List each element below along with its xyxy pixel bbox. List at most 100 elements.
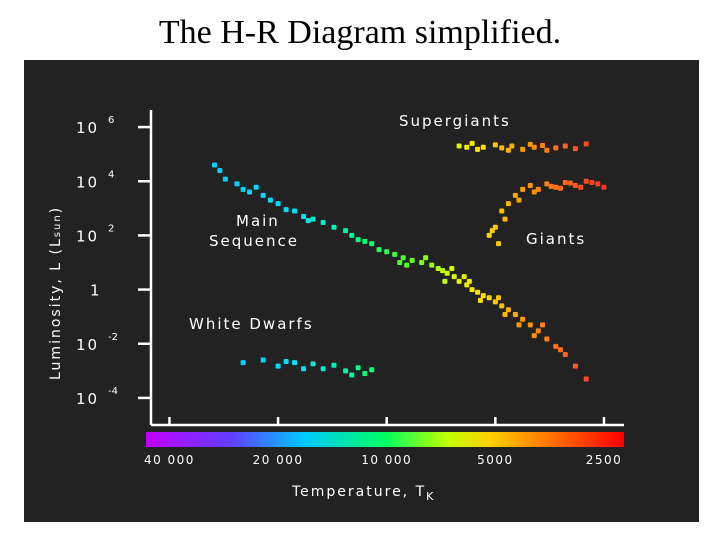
main-sequence-point-32 bbox=[469, 287, 475, 293]
main-sequence-point-8 bbox=[275, 201, 281, 207]
main-sequence-point-25 bbox=[429, 262, 435, 268]
supergiants-point-15 bbox=[540, 142, 546, 148]
main-sequence-point-42 bbox=[535, 328, 541, 334]
main-sequence-point-18 bbox=[369, 241, 375, 247]
supergiants-point-5 bbox=[509, 143, 515, 149]
main-sequence-point-56 bbox=[496, 295, 502, 301]
label-supergiants: Supergiants bbox=[399, 112, 511, 130]
y-tick-exponent-1: 4 bbox=[108, 169, 114, 180]
main-sequence-point-48 bbox=[247, 189, 253, 195]
white-dwarfs-point-8 bbox=[355, 365, 361, 371]
x-axis-label: Temperature, TK bbox=[291, 484, 435, 503]
main-sequence-point-11 bbox=[301, 213, 307, 219]
main-sequence-point-26 bbox=[435, 266, 441, 272]
x-tick-label-3: 5000 bbox=[477, 453, 514, 467]
main-sequence-point-63 bbox=[531, 333, 537, 339]
white-dwarfs-point-2 bbox=[275, 363, 281, 369]
label-main-sequence-line1: Main bbox=[236, 212, 280, 230]
giants-point-15 bbox=[496, 241, 502, 247]
main-sequence-point-23 bbox=[409, 257, 415, 263]
giants-point-16 bbox=[489, 228, 495, 234]
y-tick-exponent-5: -4 bbox=[108, 386, 118, 397]
main-sequence-point-13 bbox=[320, 219, 326, 225]
label-main-sequence-line2: Sequence bbox=[209, 232, 299, 250]
main-sequence-point-29 bbox=[451, 274, 457, 280]
slide-title: The H-R Diagram simplified. bbox=[158, 14, 562, 51]
x-tick-label-2: 10 000 bbox=[361, 453, 412, 467]
giants-point-18 bbox=[516, 197, 522, 203]
main-sequence-point-10 bbox=[292, 208, 298, 214]
supergiants-point-6 bbox=[520, 146, 526, 152]
supergiants-point-13 bbox=[475, 146, 481, 152]
main-sequence-point-14 bbox=[331, 224, 337, 230]
white-dwarfs-point-7 bbox=[343, 368, 349, 374]
giants-point-20 bbox=[548, 183, 554, 189]
main-sequence-point-45 bbox=[562, 352, 568, 358]
supergiants-point-0 bbox=[456, 143, 462, 149]
main-sequence-point-43 bbox=[544, 336, 550, 342]
main-sequence-point-22 bbox=[400, 255, 406, 261]
main-sequence-point-7 bbox=[267, 197, 273, 203]
giants-point-3 bbox=[505, 201, 511, 207]
giants-point-19 bbox=[531, 189, 537, 195]
main-sequence-point-64 bbox=[557, 347, 563, 353]
supergiants-point-7 bbox=[531, 144, 537, 150]
main-sequence-point-51 bbox=[397, 260, 403, 265]
x-ticks: 40 000 20 000 10 000 5000 2500 bbox=[144, 417, 623, 467]
supergiants-point-10 bbox=[562, 143, 568, 149]
x-tick-label-4: 2500 bbox=[586, 453, 623, 467]
main-sequence-point-58 bbox=[540, 322, 546, 328]
supergiants-point-2 bbox=[480, 144, 486, 150]
supergiants-point-8 bbox=[544, 147, 550, 153]
main-sequence-point-62 bbox=[502, 312, 508, 318]
main-sequence-point-30 bbox=[456, 278, 462, 284]
main-sequence-point-33 bbox=[475, 289, 481, 295]
main-sequence-point-15 bbox=[343, 228, 349, 234]
label-white-dwarfs: White Dwarfs bbox=[189, 315, 314, 333]
giants-point-11 bbox=[572, 182, 578, 188]
main-sequence-point-16 bbox=[349, 232, 355, 238]
giants-point-23 bbox=[578, 184, 584, 190]
main-sequence-point-61 bbox=[466, 278, 472, 284]
main-sequence-point-54 bbox=[461, 274, 467, 280]
hr-diagram: 10 6 10 4 10 2 1 10 -2 10 -4 40 000 20 000 10 000 500… bbox=[24, 60, 699, 522]
white-dwarfs-point-13 bbox=[349, 372, 355, 378]
main-sequence-point-47 bbox=[583, 376, 589, 382]
y-tick-exponent-2: 2 bbox=[108, 223, 114, 234]
main-sequence-point-2 bbox=[222, 176, 228, 182]
main-sequence-point-5 bbox=[253, 184, 259, 190]
main-sequence-point-57 bbox=[516, 322, 522, 328]
supergiants-point-12 bbox=[583, 141, 589, 147]
main-sequence-point-24 bbox=[419, 260, 425, 265]
main-sequence-point-3 bbox=[234, 181, 240, 187]
main-sequence-point-60 bbox=[449, 266, 455, 272]
white-dwarfs-point-11 bbox=[301, 366, 307, 372]
y-ticks: 10 6 10 4 10 2 1 10 -2 10 -4 bbox=[76, 115, 151, 408]
y-axis-label: Luminosity, L (Lsun) bbox=[48, 206, 64, 380]
supergiants-point-9 bbox=[553, 145, 559, 151]
temperature-color-bar bbox=[146, 432, 624, 447]
main-sequence-point-34 bbox=[480, 293, 486, 299]
main-sequence-point-17 bbox=[355, 237, 361, 243]
main-sequence-point-35 bbox=[486, 295, 492, 301]
supergiants-point-11 bbox=[572, 146, 578, 152]
y-tick-label-1: 10 bbox=[76, 173, 99, 191]
main-sequence-point-46 bbox=[572, 363, 578, 369]
axes bbox=[149, 110, 624, 427]
main-sequence-point-36 bbox=[492, 299, 498, 305]
hr-chart-svg: 10 6 10 4 10 2 1 10 -2 10 -4 40 000 20 000 10 000 500… bbox=[48, 110, 624, 503]
giants-point-9 bbox=[553, 184, 559, 190]
main-sequence-point-6 bbox=[260, 192, 266, 198]
giants-point-10 bbox=[562, 179, 568, 185]
y-tick-label-3: 1 bbox=[90, 282, 102, 300]
star-points bbox=[212, 140, 607, 382]
y-tick-label-0: 10 bbox=[76, 119, 99, 137]
main-sequence-point-50 bbox=[362, 238, 368, 244]
main-sequence-point-40 bbox=[520, 316, 526, 322]
giants-point-2 bbox=[499, 208, 505, 214]
main-sequence-point-53 bbox=[442, 278, 448, 284]
y-tick-exponent-0: 6 bbox=[108, 115, 114, 126]
white-dwarfs-point-4 bbox=[310, 361, 316, 367]
giants-point-4 bbox=[512, 192, 518, 198]
giants-point-21 bbox=[557, 185, 563, 191]
